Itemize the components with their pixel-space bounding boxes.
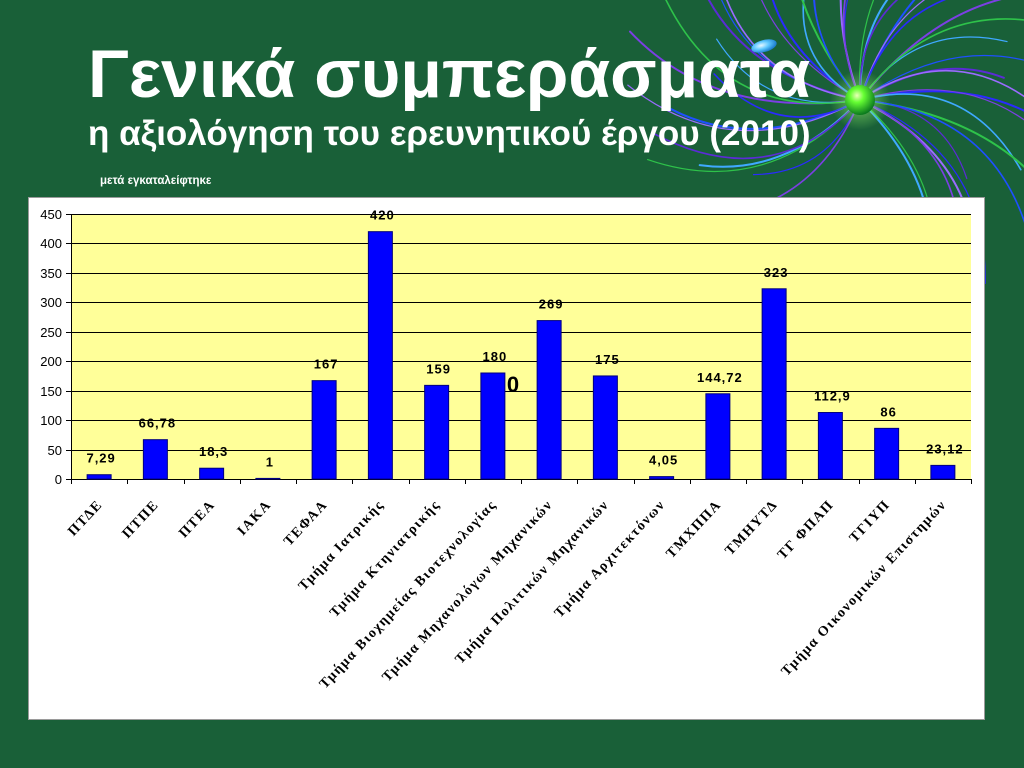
x-tick-label: ΤΜΧΠΠΑ xyxy=(664,498,725,562)
ornament-stroke xyxy=(858,0,875,101)
x-tick-label: ΤΓΙΥΠ xyxy=(847,497,894,545)
slide-note: μετά εγκαταλείφτηκε xyxy=(100,175,212,187)
chart-frame: 0 50 100 150 200 250 300 350 400 450 7,29 ΠΤΔΕ 66,78… xyxy=(28,197,985,720)
bar-chart: 0 50 100 150 200 250 300 350 400 450 7,29 ΠΤΔΕ 66,78… xyxy=(40,207,972,692)
bar xyxy=(199,467,225,480)
bar xyxy=(649,476,675,480)
bar xyxy=(761,288,787,480)
x-tick-label: ΠΤΠΕ xyxy=(120,498,163,542)
bar xyxy=(367,231,393,480)
blue-bead-icon xyxy=(751,39,777,53)
bar xyxy=(930,464,956,480)
data-label: 112,9 xyxy=(814,389,851,404)
slide-title: Γενικά συμπεράσματα xyxy=(88,36,811,112)
ornament-stroke xyxy=(859,18,1024,101)
y-tick-label: 400 xyxy=(40,236,62,251)
y-tick-label: 350 xyxy=(40,266,62,281)
y-tick-label: 200 xyxy=(40,354,62,369)
bar xyxy=(480,372,506,480)
bar xyxy=(705,393,731,480)
data-label: 7,29 xyxy=(86,451,115,466)
data-label: 18,3 xyxy=(199,444,228,459)
x-tick-label: ΙΑΚΑ xyxy=(235,498,275,539)
data-label: 159 xyxy=(426,361,451,376)
bar xyxy=(817,412,843,480)
x-tick-label: ΤΓ ΦΠΑΠ xyxy=(775,498,837,563)
y-tick-label: 50 xyxy=(48,443,62,458)
data-label: 175 xyxy=(595,352,620,367)
slide-subtitle: η αξιολόγηση του ερευνητικού έργου (2010… xyxy=(88,114,811,153)
ornament-stroke xyxy=(842,0,861,101)
chart-annotation: 0 xyxy=(507,372,519,397)
y-tick-label: 100 xyxy=(40,413,62,428)
data-label: 4,05 xyxy=(649,453,678,468)
bar xyxy=(86,474,112,480)
bar xyxy=(874,427,900,480)
x-tick-label: ΤΜΗΥΤΔ xyxy=(723,497,781,558)
y-tick-label: 0 xyxy=(55,472,62,487)
ornament-stroke xyxy=(652,99,861,160)
ornament-stroke xyxy=(761,0,861,101)
bar xyxy=(424,384,450,480)
y-tick-label: 150 xyxy=(40,384,62,399)
data-label: 180 xyxy=(483,349,508,364)
bar xyxy=(142,439,168,480)
x-tick-label: Τμήμα Κτηνιατρικής xyxy=(327,497,443,620)
ornament-stroke xyxy=(813,0,861,101)
ornament-stroke xyxy=(859,99,1024,224)
y-tick-label: 250 xyxy=(40,325,62,340)
x-tick-label: ΤΕΦΑΑ xyxy=(281,497,331,549)
ornament-stroke xyxy=(859,0,926,101)
x-tick-label: ΠΤΕΑ xyxy=(176,497,218,541)
data-label: 23,12 xyxy=(926,441,964,456)
y-tick-label: 300 xyxy=(40,295,62,310)
data-label: 86 xyxy=(880,404,896,419)
data-label: 323 xyxy=(764,265,789,280)
green-ball-icon xyxy=(845,85,875,115)
data-label: 420 xyxy=(370,208,395,223)
ornament-stroke xyxy=(665,0,861,104)
x-tick-label: ΠΤΔΕ xyxy=(66,497,107,539)
data-label: 144,72 xyxy=(697,370,743,385)
bar xyxy=(592,375,618,480)
ornament-stroke xyxy=(859,89,1024,121)
data-label: 269 xyxy=(539,297,564,312)
ornament-stroke xyxy=(627,84,861,132)
data-label: 1 xyxy=(266,454,274,469)
y-tick-label: 450 xyxy=(40,207,62,222)
bar xyxy=(311,380,337,480)
bar xyxy=(536,320,562,480)
ornament-stroke xyxy=(859,54,1024,101)
x-tick-label: Τμήμα Αρχιτεκτόνων xyxy=(552,497,669,620)
data-label: 66,78 xyxy=(139,416,177,431)
bar xyxy=(255,477,281,480)
data-label: 167 xyxy=(314,357,339,372)
